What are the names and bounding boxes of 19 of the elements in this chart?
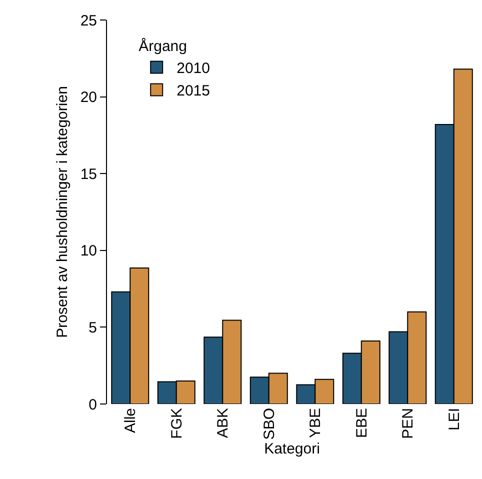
x-tick-label: EBE (353, 408, 370, 438)
legend-label: 2015 (176, 82, 210, 100)
x-tick-label: LEI (446, 408, 463, 431)
x-tick-label: FGK (168, 408, 186, 439)
y-tick-label: 25 (80, 12, 97, 30)
y-tick-label: 0 (88, 396, 97, 414)
y-tick-label: 5 (88, 319, 97, 336)
x-tick-label: YBE (307, 408, 324, 438)
legend-title: Årgang (138, 37, 187, 56)
y-axis-title: Prosent av husholdninger i kategorien (54, 86, 71, 338)
y-tick-label: 20 (80, 89, 97, 106)
legend-label: 2010 (176, 60, 210, 78)
y-tick-label: 15 (80, 166, 97, 183)
x-tick-label: Alle (122, 408, 140, 434)
x-tick-label: SBO (260, 408, 278, 440)
y-tick-label: 10 (80, 242, 97, 260)
x-axis-title: Kategori (264, 440, 320, 458)
x-tick-label: ABK (214, 408, 232, 438)
x-tick-label: PEN (400, 408, 417, 439)
